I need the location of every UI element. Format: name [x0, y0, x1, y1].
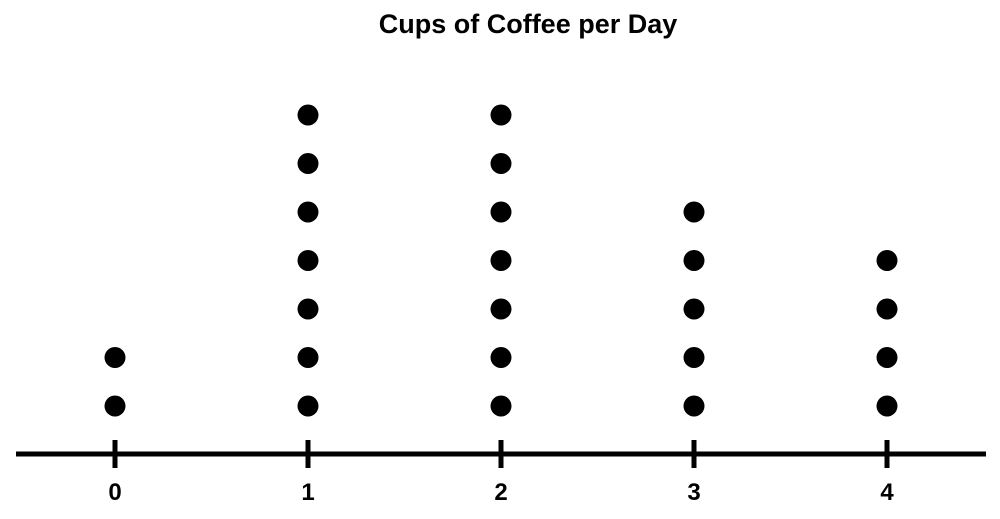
x-tick-label-0: 0: [108, 479, 121, 506]
dot-x3-5: [683, 201, 705, 223]
dot-x3-3: [683, 298, 705, 320]
dot-x2-4: [490, 250, 512, 271]
tick-labels-layer: 0 1 2 3 4: [108, 479, 894, 506]
dot-x1-1: [297, 395, 319, 417]
dot-x2-2: [490, 347, 512, 368]
dot-x2-3: [490, 298, 512, 320]
dot-x3-2: [683, 347, 705, 368]
dot-x2-6: [490, 153, 512, 174]
dot-x3-4: [683, 250, 705, 271]
ticks-layer: [112, 440, 890, 468]
x-tick-label-1: 1: [301, 479, 314, 506]
dots-layer: [104, 104, 898, 417]
x-tick-label-3: 3: [687, 479, 700, 506]
chart-title: Cups of Coffee per Day: [378, 9, 678, 39]
dot-x4-4: [876, 250, 898, 271]
dot-x2-7: [490, 104, 512, 126]
dot-x1-2: [297, 347, 319, 368]
dot-x1-3: [297, 298, 319, 320]
dot-x2-1: [490, 395, 512, 417]
dot-x0-1: [104, 395, 126, 417]
dot-x4-1: [876, 395, 898, 417]
dot-x2-5: [490, 201, 512, 223]
dot-x0-2: [104, 347, 126, 368]
dot-x1-4: [297, 250, 319, 271]
x-tick-label-4: 4: [880, 479, 894, 506]
dot-x4-2: [876, 347, 898, 368]
dot-x3-1: [683, 395, 705, 417]
x-tick-label-2: 2: [494, 479, 507, 506]
dot-x1-7: [297, 104, 319, 126]
dot-x1-6: [297, 153, 319, 174]
dot-x4-3: [876, 298, 898, 320]
dot-x1-5: [297, 201, 319, 223]
